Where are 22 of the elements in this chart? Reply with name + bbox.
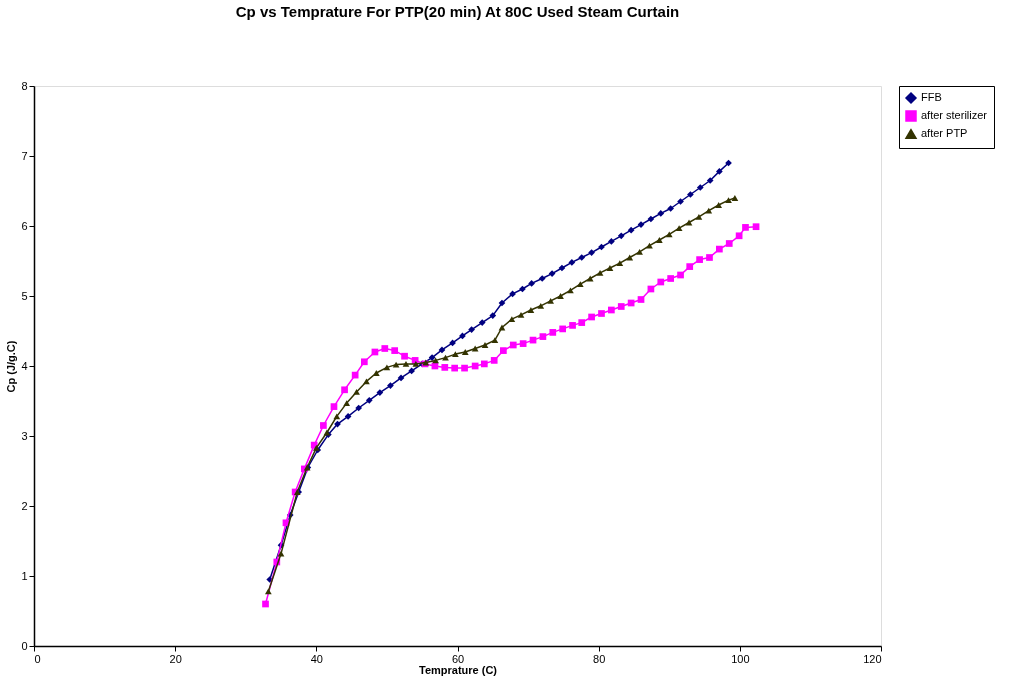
y-tick-label: 7 (21, 149, 28, 162)
x-tick-label: 40 (310, 652, 323, 665)
legend-label: FFB (921, 91, 942, 103)
x-tick-label: 60 (451, 652, 465, 665)
y-tick-label: 8 (21, 79, 28, 92)
y-tick-label: 2 (21, 499, 28, 512)
x-tick-label: 0 (34, 652, 41, 665)
x-tick-label: 80 (593, 652, 606, 665)
y-tick-label: 1 (21, 569, 28, 582)
x-axis-title: Temprature (C) (418, 663, 498, 676)
y-tick-label: 5 (21, 289, 28, 302)
y-axis-title: Cp (J/g.C) (5, 340, 18, 393)
x-tick-label: 120 (863, 652, 882, 665)
legend-label: after sterilizer (921, 109, 988, 121)
chart-title: Cp vs Temprature For PTP(20 min) At 80C Used Steam Curtain (235, 3, 680, 20)
y-tick-label: 3 (21, 429, 28, 442)
x-tick-label: 100 (731, 652, 750, 665)
x-tick-label: 20 (169, 652, 182, 665)
y-tick-label: 0 (21, 639, 28, 652)
y-tick-label: 6 (21, 219, 28, 232)
y-tick-label: 4 (21, 359, 28, 372)
legend-label: after PTP (921, 127, 968, 139)
